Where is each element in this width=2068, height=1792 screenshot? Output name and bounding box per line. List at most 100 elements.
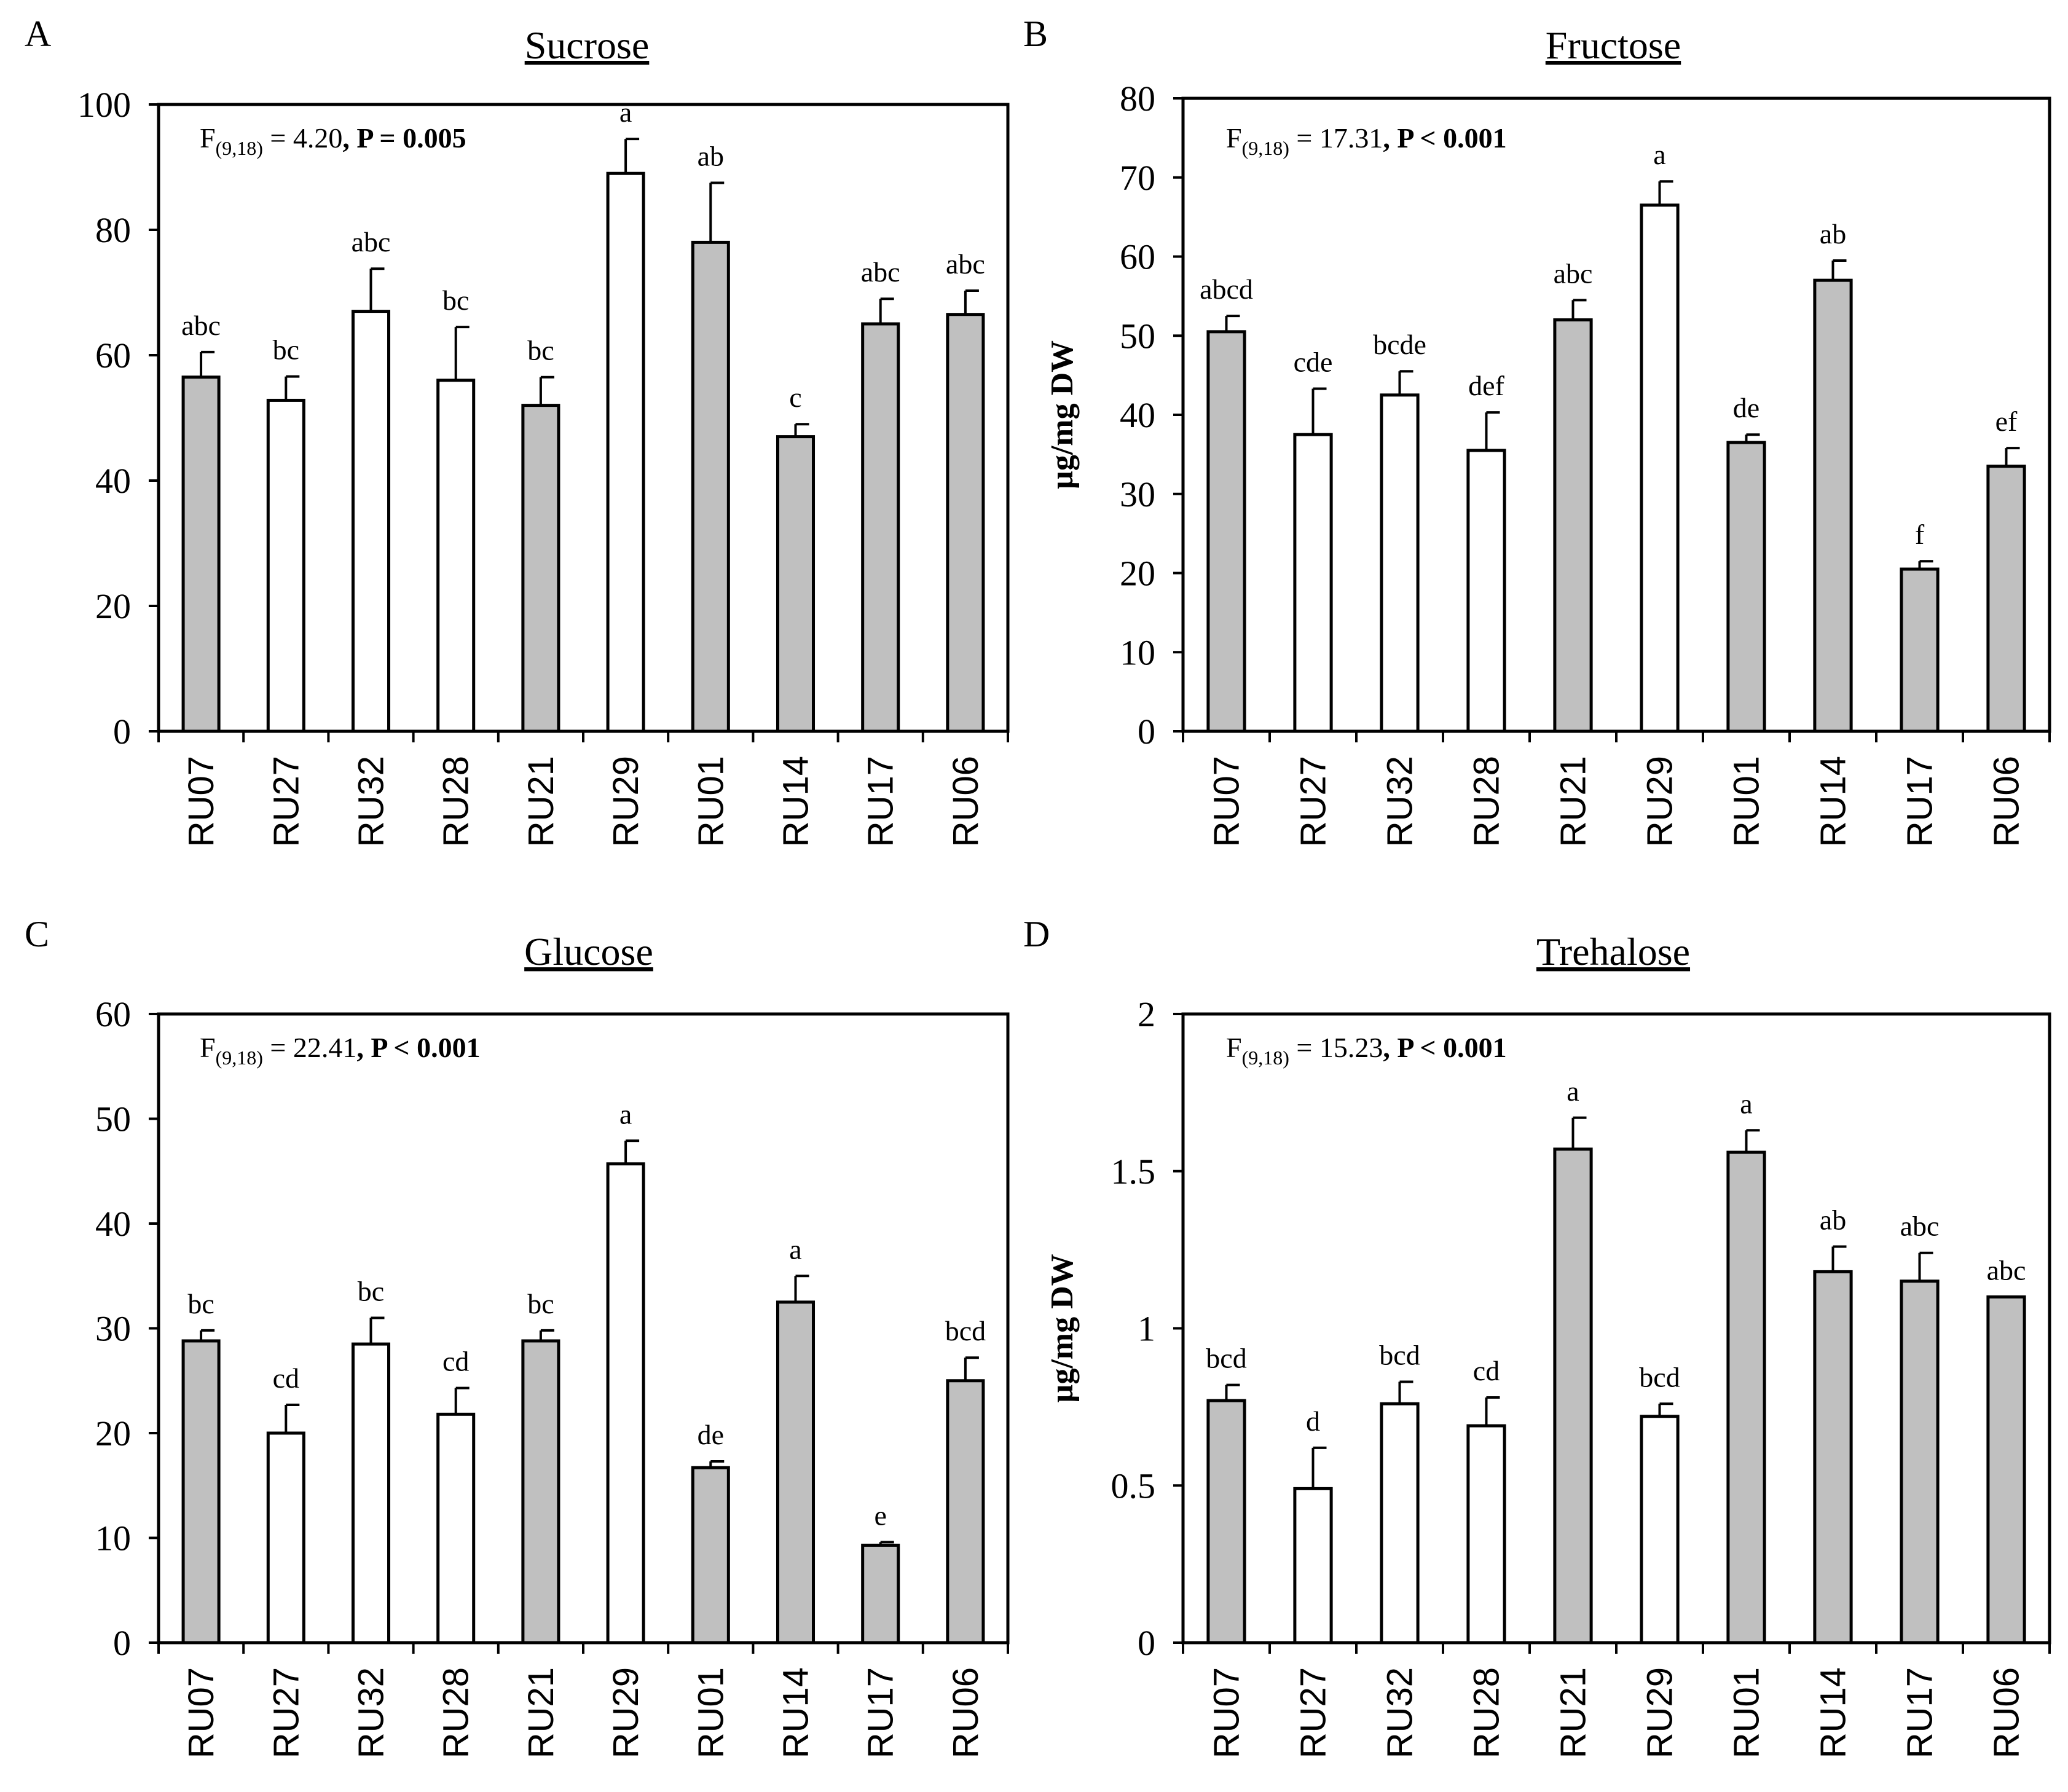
- bar: [181, 1339, 221, 1645]
- stat-part: (9,18): [1242, 1047, 1289, 1069]
- category-label: RU29: [606, 756, 646, 847]
- panel-a: A Sucrose020406080100abcRU07bcRU27abcRU32…: [25, 14, 1010, 847]
- y-tick-label: 0: [1138, 712, 1155, 752]
- y-axis-label: µg/mg DW: [1045, 1254, 1080, 1402]
- bar: [1380, 393, 1420, 733]
- bar: [1293, 1487, 1333, 1645]
- bar: [1466, 449, 1506, 733]
- bar: [1466, 1424, 1506, 1645]
- category-label: RU28: [1467, 756, 1507, 847]
- significance-label: bcd: [1379, 1339, 1420, 1370]
- bar: [861, 322, 900, 733]
- bar: [776, 1300, 816, 1645]
- category-label: RU27: [1294, 756, 1334, 847]
- stat-part: F: [1226, 122, 1242, 154]
- stat-part: , P < 0.001: [1383, 1032, 1506, 1063]
- y-tick-label: 20: [95, 586, 131, 626]
- stat-part: = 4.20: [263, 122, 342, 154]
- bar: [436, 379, 476, 733]
- bar: [1813, 1270, 1853, 1645]
- category-label: RU29: [606, 1667, 646, 1758]
- category-label: RU28: [436, 1667, 476, 1758]
- bar: [946, 1379, 985, 1645]
- category-label: RU01: [691, 756, 731, 847]
- stat-part: (9,18): [216, 1047, 263, 1069]
- bar: [436, 1412, 476, 1645]
- significance-label: abc: [946, 248, 985, 280]
- bar: [181, 375, 221, 733]
- panel-title: Sucrose: [525, 23, 650, 67]
- y-tick-label: 1: [1138, 1309, 1155, 1349]
- category-label: RU29: [1640, 756, 1680, 847]
- significance-label: d: [1306, 1405, 1320, 1437]
- y-tick-label: 2: [1138, 994, 1155, 1034]
- category-label: RU32: [1380, 1667, 1420, 1758]
- panel-letter: D: [1023, 914, 1050, 954]
- bar: [1206, 330, 1246, 733]
- significance-label: bc: [358, 1275, 384, 1307]
- significance-label: cde: [1294, 347, 1333, 378]
- category-label: RU17: [861, 1667, 901, 1758]
- y-tick-label: 40: [95, 1204, 131, 1244]
- bar: [521, 1339, 560, 1645]
- category-label: RU21: [521, 1667, 561, 1758]
- category-label: RU29: [1640, 1667, 1680, 1758]
- significance-label: abc: [352, 226, 391, 257]
- panel-title: Trehalose: [1536, 930, 1690, 973]
- stat-annotation: F(9,18) = 17.31, P < 0.001: [1226, 122, 1507, 159]
- y-tick-label: 50: [95, 1099, 131, 1139]
- stat-annotation: F(9,18) = 15.23, P < 0.001: [1226, 1032, 1507, 1069]
- bar: [1640, 203, 1680, 733]
- panel-letter: A: [25, 14, 51, 54]
- category-label: RU32: [1380, 756, 1420, 847]
- significance-label: de: [1733, 392, 1759, 423]
- bar: [861, 1543, 900, 1645]
- bar: [1986, 1295, 2026, 1645]
- significance-label: bc: [527, 1288, 554, 1319]
- y-tick-label: 20: [1120, 554, 1155, 594]
- panel-d: D Trehalose 0 0.5 1 1.5 2 µg/mg DW bcd RU07 d RU27 b…: [1023, 914, 2051, 1758]
- bar: [1206, 1399, 1246, 1645]
- significance-label: bc: [527, 335, 554, 366]
- significance-label: a: [1653, 139, 1665, 170]
- significance-label: cd: [1473, 1355, 1500, 1386]
- stat-part: , P < 0.001: [1383, 122, 1506, 154]
- category-label: RU06: [1987, 756, 2027, 847]
- significance-label: c: [789, 382, 801, 413]
- significance-label: a: [619, 1098, 632, 1130]
- significance-label: bcd: [1206, 1343, 1246, 1374]
- significance-label: ab: [1820, 218, 1846, 250]
- y-tick-label: 30: [95, 1309, 131, 1349]
- bar: [1553, 1147, 1593, 1645]
- category-label: RU17: [1900, 1667, 1940, 1758]
- significance-label: bcde: [1373, 329, 1426, 360]
- y-tick-label: 60: [95, 994, 131, 1034]
- significance-label: bcd: [1639, 1361, 1680, 1393]
- significance-label: de: [698, 1419, 724, 1450]
- y-tick-label: 40: [1120, 395, 1155, 435]
- category-label: RU28: [436, 756, 476, 847]
- significance-label: f: [1915, 519, 1925, 550]
- category-label: RU06: [946, 756, 986, 847]
- y-tick-label: 0: [113, 712, 131, 752]
- stat-annotation: F(9,18) = 22.41, P < 0.001: [200, 1032, 481, 1069]
- significance-label: cd: [273, 1362, 299, 1394]
- bar: [1900, 567, 1940, 733]
- stat-part: F: [1226, 1032, 1242, 1063]
- bar: [266, 1431, 305, 1645]
- significance-label: a: [1740, 1088, 1752, 1119]
- bar: [606, 1162, 645, 1645]
- panel-c: C Glucose 0 10 20 30 40 50 60 bc RU07 cd RU27 bc RU32 c…: [25, 914, 1010, 1758]
- bar: [776, 435, 816, 733]
- category-label: RU06: [946, 1667, 986, 1758]
- stat-annotation: F(9,18) = 4.20, P = 0.005: [200, 122, 466, 159]
- bar: [1640, 1415, 1680, 1645]
- y-tick-label: 0: [1138, 1623, 1155, 1663]
- panel-title: Glucose: [524, 930, 653, 973]
- stat-part: , P < 0.001: [356, 1032, 480, 1063]
- bar: [1813, 278, 1853, 733]
- category-label: RU07: [181, 756, 221, 847]
- bar: [1986, 465, 2026, 733]
